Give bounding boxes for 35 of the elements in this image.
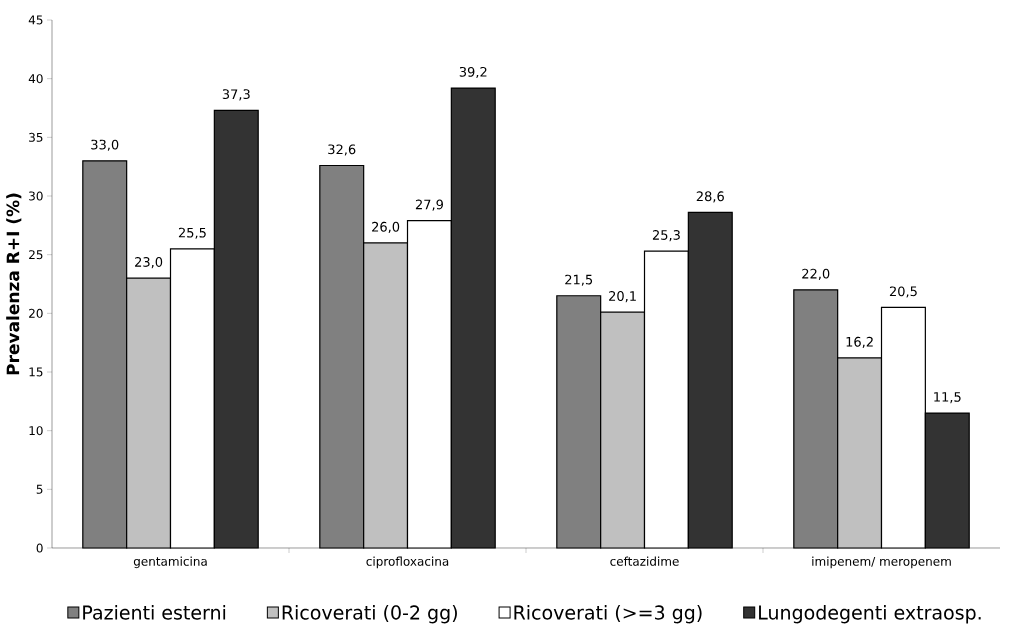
legend-label: Pazienti esterni (83, 605, 226, 620)
y-tick-label: 45 (28, 15, 43, 25)
x-tick-label: imipenem/ meropenem (812, 556, 951, 569)
data-label: 25,3 (652, 230, 680, 242)
data-label: 16,2 (846, 336, 873, 348)
data-label: 32,6 (328, 144, 356, 156)
y-tick-label: 30 (29, 191, 43, 201)
data-label: 20,1 (609, 291, 636, 303)
data-label: 39,2 (459, 66, 487, 79)
data-label: 26,0 (372, 221, 400, 233)
data-label: 28,6 (696, 191, 724, 203)
y-tick-label: 5 (36, 484, 43, 494)
legend-label: Ricoverati (>=3 gg) (514, 605, 702, 624)
data-label: 21,5 (565, 274, 593, 286)
y-tick-label: 35 (29, 132, 43, 142)
x-tick-label: ciprofloxacina (366, 556, 449, 569)
data-label: 23,0 (135, 257, 163, 269)
legend-label: Lungodegenti extraosp. (759, 605, 981, 624)
y-tick-label: 40 (28, 74, 43, 84)
data-label: 37,3 (222, 89, 250, 101)
data-label: 25,5 (178, 227, 206, 239)
data-label: 33,0 (91, 139, 119, 151)
legend-label: Ricoverati (0-2 gg) (282, 605, 457, 624)
data-label: 11,5 (934, 392, 961, 404)
y-tick-label: 25 (29, 250, 43, 260)
data-label: 22,0 (802, 268, 830, 280)
x-tick-label: ceftazidime (610, 556, 679, 566)
y-tick-label: 20 (29, 308, 43, 318)
x-tick-label: gentamicina (133, 556, 207, 569)
y-tick-label: 10 (29, 426, 43, 436)
data-label: 20,5 (889, 286, 917, 298)
y-axis-title: Prevalenza R+I (%) (6, 193, 22, 375)
data-label: 27,9 (415, 199, 443, 211)
y-tick-label: 0 (36, 543, 43, 553)
y-tick-label: 15 (29, 367, 43, 377)
